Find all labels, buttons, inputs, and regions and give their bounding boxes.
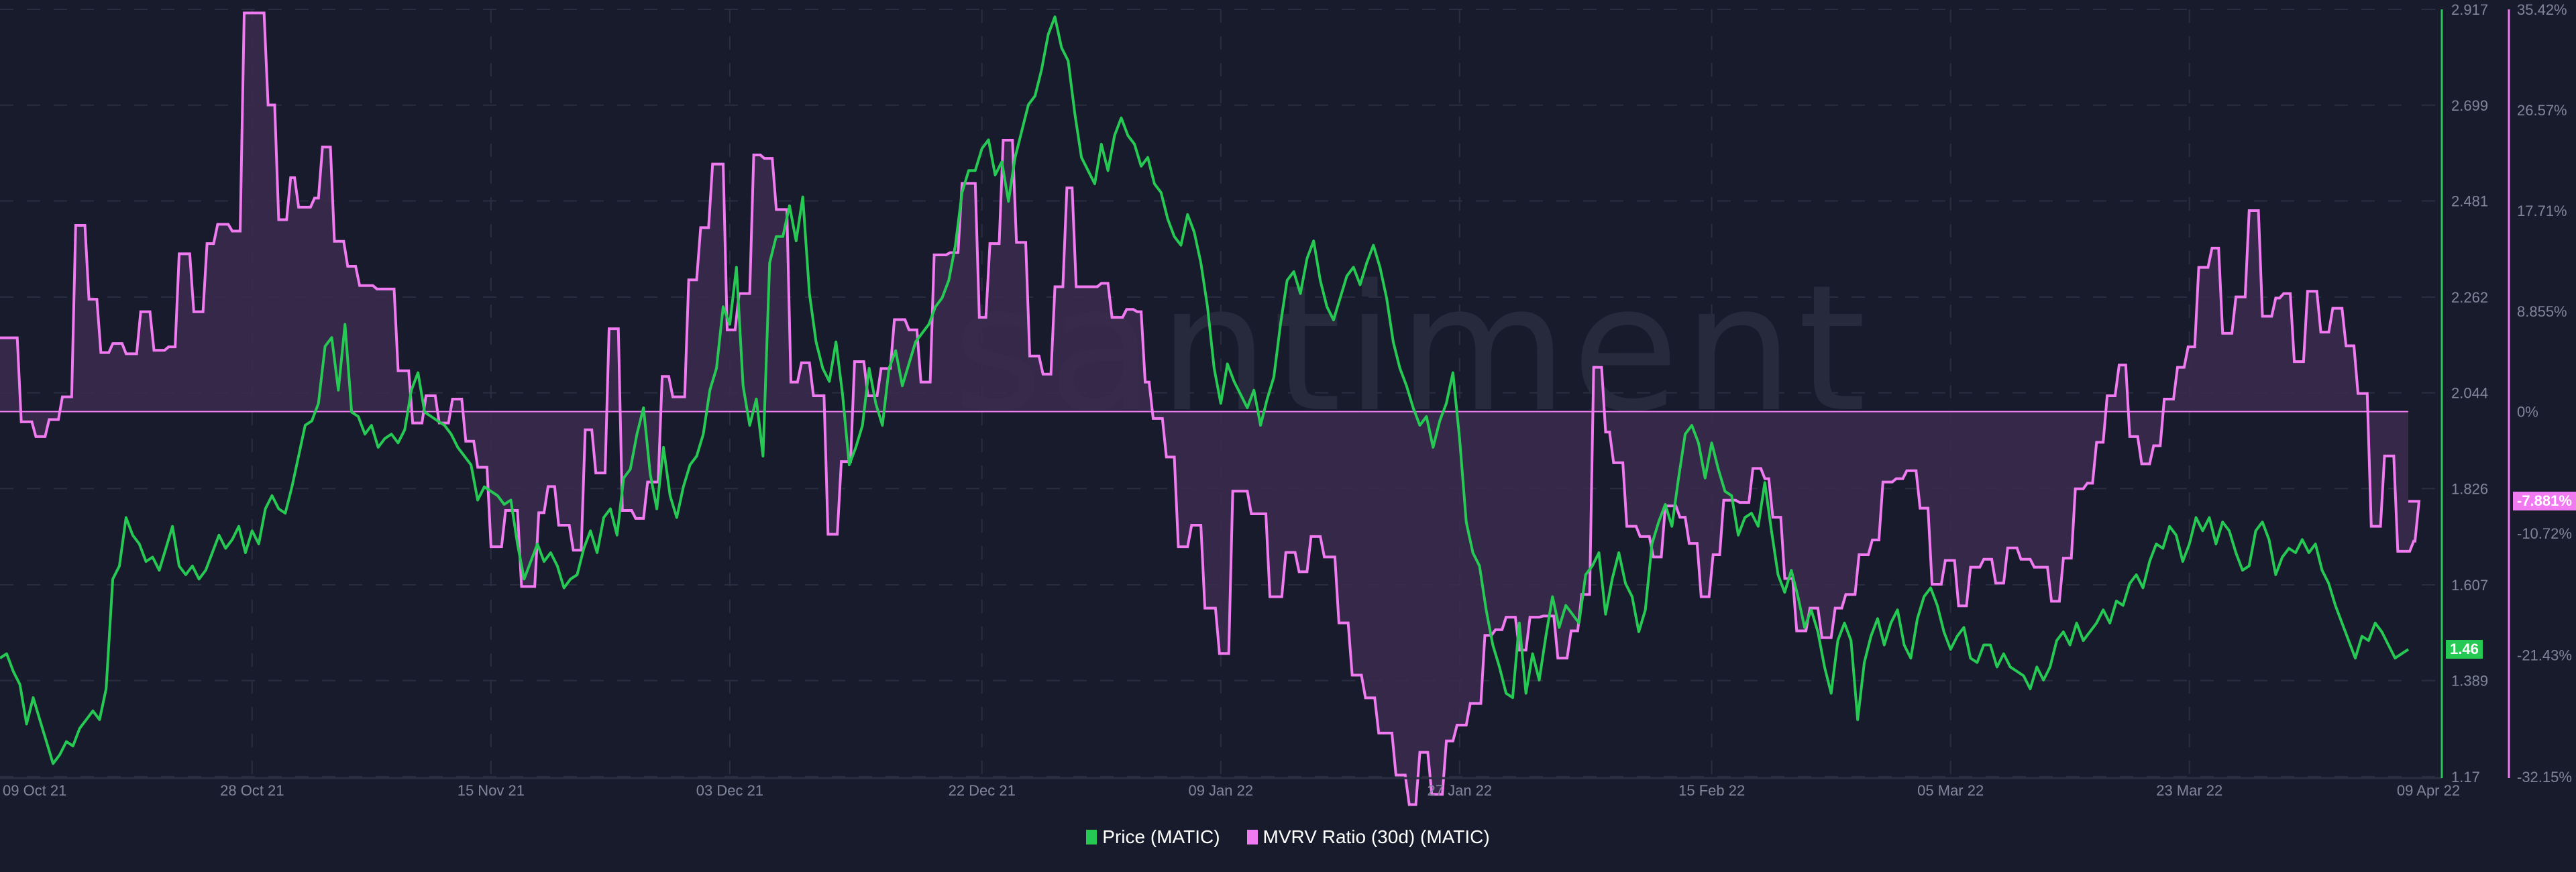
mvrv-swatch-icon: [1246, 830, 1258, 844]
svg-text:-10.72%: -10.72%: [2517, 525, 2572, 542]
svg-text:8.855%: 8.855%: [2517, 303, 2567, 320]
svg-text:05 Mar 22: 05 Mar 22: [1917, 782, 1984, 799]
svg-text:2.699: 2.699: [2451, 97, 2488, 114]
svg-text:0%: 0%: [2517, 404, 2538, 421]
svg-text:2.481: 2.481: [2451, 193, 2488, 210]
chart-legend: Price (MATIC) MVRV Ratio (30d) (MATIC): [0, 826, 2576, 848]
svg-text:1.17: 1.17: [2451, 769, 2480, 785]
svg-text:1.607: 1.607: [2451, 577, 2488, 594]
svg-text:27 Jan 22: 27 Jan 22: [1428, 782, 1493, 799]
price-swatch-icon: [1086, 830, 1097, 844]
current-price-badge: 1.46: [2446, 640, 2483, 659]
svg-text:23 Mar 22: 23 Mar 22: [2156, 782, 2222, 799]
legend-item-mvrv[interactable]: MVRV Ratio (30d) (MATIC): [1246, 826, 1490, 848]
svg-text:09 Apr 22: 09 Apr 22: [2397, 782, 2460, 799]
svg-text:-32.15%: -32.15%: [2517, 769, 2572, 785]
svg-text:2.917: 2.917: [2451, 1, 2488, 18]
legend-mvrv-label: MVRV Ratio (30d) (MATIC): [1263, 826, 1490, 847]
svg-text:15 Feb 22: 15 Feb 22: [1678, 782, 1745, 799]
mvrv-series[interactable]: [0, 11, 2421, 806]
svg-text:09 Oct 21: 09 Oct 21: [3, 782, 66, 799]
svg-text:22 Dec 21: 22 Dec 21: [949, 782, 1016, 799]
svg-text:28 Oct 21: 28 Oct 21: [220, 782, 284, 799]
svg-text:03 Dec 21: 03 Dec 21: [696, 782, 763, 799]
x-axis-ticks: 09 Oct 21 28 Oct 21 15 Nov 21 03 Dec 21 22 D…: [3, 782, 2460, 799]
svg-text:2.044: 2.044: [2451, 385, 2488, 402]
axes: [0, 9, 2510, 779]
svg-text:-21.43%: -21.43%: [2517, 647, 2572, 664]
svg-text:35.42%: 35.42%: [2517, 1, 2567, 18]
svg-text:2.262: 2.262: [2451, 289, 2488, 306]
svg-text:26.57%: 26.57%: [2517, 102, 2567, 119]
current-mvrv-badge: -7.881%: [2513, 492, 2576, 511]
svg-text:15 Nov 21: 15 Nov 21: [458, 782, 525, 799]
mvrv-axis-ticks: 35.42% 26.57% 17.71% 8.855% 0% -10.72% -21.43%…: [2517, 1, 2572, 785]
svg-text:09 Jan 22: 09 Jan 22: [1188, 782, 1253, 799]
svg-text:1.826: 1.826: [2451, 480, 2488, 497]
legend-item-price[interactable]: Price (MATIC): [1086, 826, 1220, 848]
price-series[interactable]: [0, 15, 2410, 765]
svg-text:1.389: 1.389: [2451, 673, 2488, 690]
price-axis-ticks: 2.917 2.699 2.481 2.262 2.044 1.826 1.607 1.389…: [2451, 1, 2488, 785]
legend-price-label: Price (MATIC): [1102, 826, 1220, 847]
svg-text:17.71%: 17.71%: [2517, 203, 2567, 219]
